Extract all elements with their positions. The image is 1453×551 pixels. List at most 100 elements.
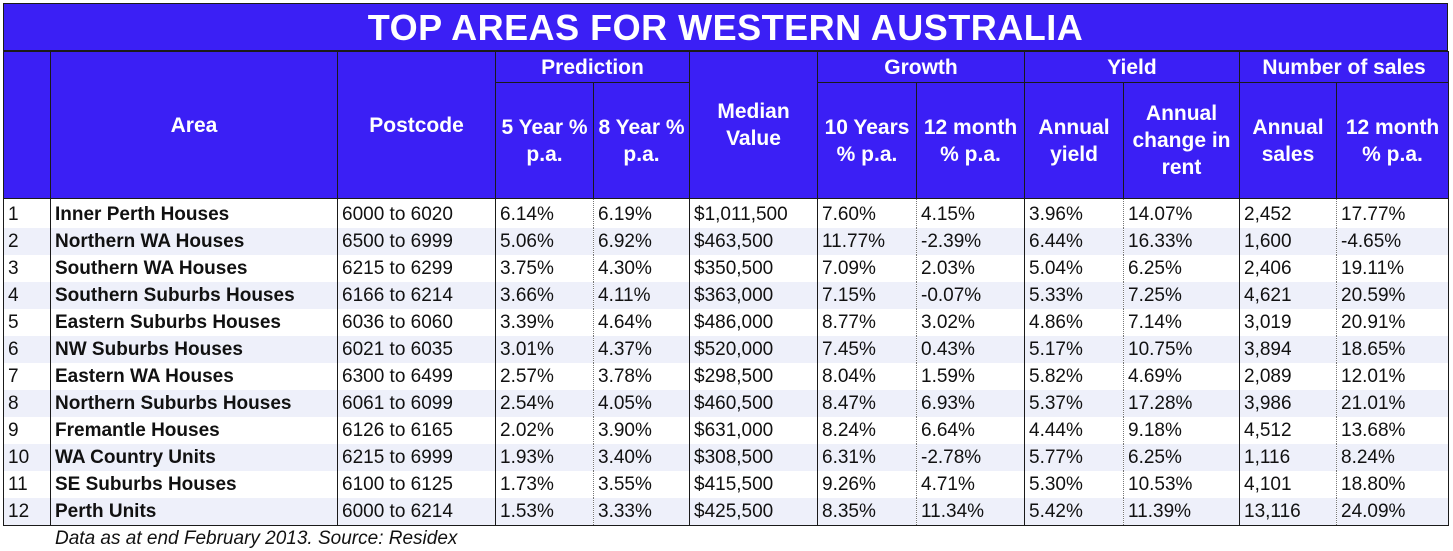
annual-change-rent-cell: 11.39%: [1123, 498, 1240, 526]
postcode-cell: 6000 to 6214: [337, 498, 496, 526]
growth-10yr-cell: 8.24%: [817, 417, 917, 444]
table-row: 9 Fremantle Houses 6126 to 6165 2.02% 3.90% $…: [3, 417, 1450, 444]
pred-5yr-cell: 1.53%: [495, 498, 594, 526]
rank-cell: 4: [3, 282, 51, 309]
sales-12m-cell: 21.01%: [1336, 390, 1450, 417]
median-value-cell: $350,500: [689, 255, 818, 282]
pred-8yr-cell: 4.64%: [593, 309, 690, 336]
pred-8yr-header: 8 Year % p.a.: [593, 82, 690, 199]
annual-change-rent-cell: 10.75%: [1123, 336, 1240, 363]
growth-12m-cell: -2.78%: [916, 444, 1025, 471]
growth-10yr-cell: 7.60%: [817, 198, 917, 228]
annual-change-rent-cell: 17.28%: [1123, 390, 1240, 417]
sales-12m-header: 12 month % p.a.: [1335, 82, 1450, 199]
pred-5yr-cell: 1.73%: [495, 471, 594, 498]
area-cell: Eastern WA Houses: [50, 363, 338, 390]
table-header: Area Postcode Prediction Median Value Gr…: [3, 51, 1450, 199]
rank-cell: 2: [3, 228, 51, 255]
growth-12m-cell: 3.02%: [916, 309, 1025, 336]
postcode-cell: 6036 to 6060: [337, 309, 496, 336]
annual-change-rent-cell: 16.33%: [1123, 228, 1240, 255]
annual-sales-cell: 3,986: [1239, 390, 1337, 417]
pred-8yr-cell: 3.78%: [593, 363, 690, 390]
growth-12m-cell: 4.15%: [916, 198, 1025, 228]
sales-12m-cell: 18.65%: [1336, 336, 1450, 363]
sales-12m-cell: 12.01%: [1336, 363, 1450, 390]
annual-yield-cell: 4.44%: [1024, 417, 1124, 444]
table-row: 12 Perth Units 6000 to 6214 1.53% 3.33% $425,…: [3, 498, 1450, 526]
annual-yield-cell: 5.17%: [1024, 336, 1124, 363]
area-cell: Northern Suburbs Houses: [50, 390, 338, 417]
area-cell: WA Country Units: [50, 444, 338, 471]
annual-yield-cell: 5.37%: [1024, 390, 1124, 417]
annual-yield-cell: 5.33%: [1024, 282, 1124, 309]
median-value-cell: $460,500: [689, 390, 818, 417]
pred-5yr-cell: 2.54%: [495, 390, 594, 417]
sales-12m-cell: 18.80%: [1336, 471, 1450, 498]
rank-cell: 10: [3, 444, 51, 471]
area-cell: SE Suburbs Houses: [50, 471, 338, 498]
annual-sales-cell: 4,512: [1239, 417, 1337, 444]
table-row: 7 Eastern WA Houses 6300 to 6499 2.57% 3.78%…: [3, 363, 1450, 390]
area-cell: Southern WA Houses: [50, 255, 338, 282]
table-row: 3 Southern WA Houses 6215 to 6299 3.75% 4.30…: [3, 255, 1450, 282]
growth-12m-cell: 0.43%: [916, 336, 1025, 363]
growth-10yr-cell: 7.45%: [817, 336, 917, 363]
rank-cell: 9: [3, 417, 51, 444]
rank-cell: 5: [3, 309, 51, 336]
pred-5yr-cell: 3.39%: [495, 309, 594, 336]
annual-sales-cell: 1,116: [1239, 444, 1337, 471]
pred-5yr-cell: 1.93%: [495, 444, 594, 471]
annual-sales-cell: 2,452: [1239, 198, 1337, 228]
table-row: 10 WA Country Units 6215 to 6999 1.93% 3.40%…: [3, 444, 1450, 471]
pred-5yr-cell: 5.06%: [495, 228, 594, 255]
median-value-cell: $308,500: [689, 444, 818, 471]
area-header: Area: [50, 51, 338, 199]
annual-yield-cell: 5.77%: [1024, 444, 1124, 471]
rank-header: [3, 51, 51, 199]
annual-yield-cell: 5.82%: [1024, 363, 1124, 390]
annual-yield-cell: 6.44%: [1024, 228, 1124, 255]
table-row: 1 Inner Perth Houses 6000 to 6020 6.14% 6.19…: [3, 198, 1450, 228]
growth-10yr-cell: 11.77%: [817, 228, 917, 255]
postcode-header: Postcode: [337, 51, 496, 199]
table-body: 1 Inner Perth Houses 6000 to 6020 6.14% 6.19…: [3, 198, 1450, 526]
median-value-header: Median Value: [689, 51, 818, 199]
annual-sales-cell: 3,894: [1239, 336, 1337, 363]
area-cell: Northern WA Houses: [50, 228, 338, 255]
growth-10yr-header: 10 Years % p.a.: [817, 82, 917, 199]
pred-8yr-cell: 3.40%: [593, 444, 690, 471]
postcode-cell: 6100 to 6125: [337, 471, 496, 498]
rank-cell: 6: [3, 336, 51, 363]
page-title: TOP AREAS FOR WESTERN AUSTRALIA: [3, 3, 1448, 51]
growth-12m-cell: 2.03%: [916, 255, 1025, 282]
annual-yield-cell: 5.42%: [1024, 498, 1124, 526]
annual-change-rent-cell: 9.18%: [1123, 417, 1240, 444]
growth-header: Growth: [817, 51, 1025, 83]
area-cell: Inner Perth Houses: [50, 198, 338, 228]
growth-12m-cell: -2.39%: [916, 228, 1025, 255]
annual-sales-cell: 3,019: [1239, 309, 1337, 336]
pred-8yr-cell: 3.33%: [593, 498, 690, 526]
rank-cell: 7: [3, 363, 51, 390]
annual-change-rent-cell: 4.69%: [1123, 363, 1240, 390]
annual-yield-cell: 5.30%: [1024, 471, 1124, 498]
growth-12m-cell: 1.59%: [916, 363, 1025, 390]
annual-sales-cell: 4,621: [1239, 282, 1337, 309]
annual-change-rent-cell: 7.14%: [1123, 309, 1240, 336]
number-of-sales-header: Number of sales: [1238, 51, 1450, 83]
growth-12m-cell: 11.34%: [916, 498, 1025, 526]
annual-change-rent-cell: 7.25%: [1123, 282, 1240, 309]
median-value-cell: $363,000: [689, 282, 818, 309]
sales-12m-cell: 20.91%: [1336, 309, 1450, 336]
pred-8yr-cell: 6.92%: [593, 228, 690, 255]
source-footnote: Data as at end February 2013. Source: Re…: [55, 528, 458, 549]
annual-sales-cell: 13,116: [1239, 498, 1337, 526]
median-value-cell: $1,011,500: [689, 198, 818, 228]
annual-change-rent-cell: 14.07%: [1123, 198, 1240, 228]
sales-12m-cell: 19.11%: [1336, 255, 1450, 282]
growth-10yr-cell: 8.77%: [817, 309, 917, 336]
growth-10yr-cell: 7.09%: [817, 255, 917, 282]
postcode-cell: 6215 to 6999: [337, 444, 496, 471]
annual-sales-cell: 4,101: [1239, 471, 1337, 498]
